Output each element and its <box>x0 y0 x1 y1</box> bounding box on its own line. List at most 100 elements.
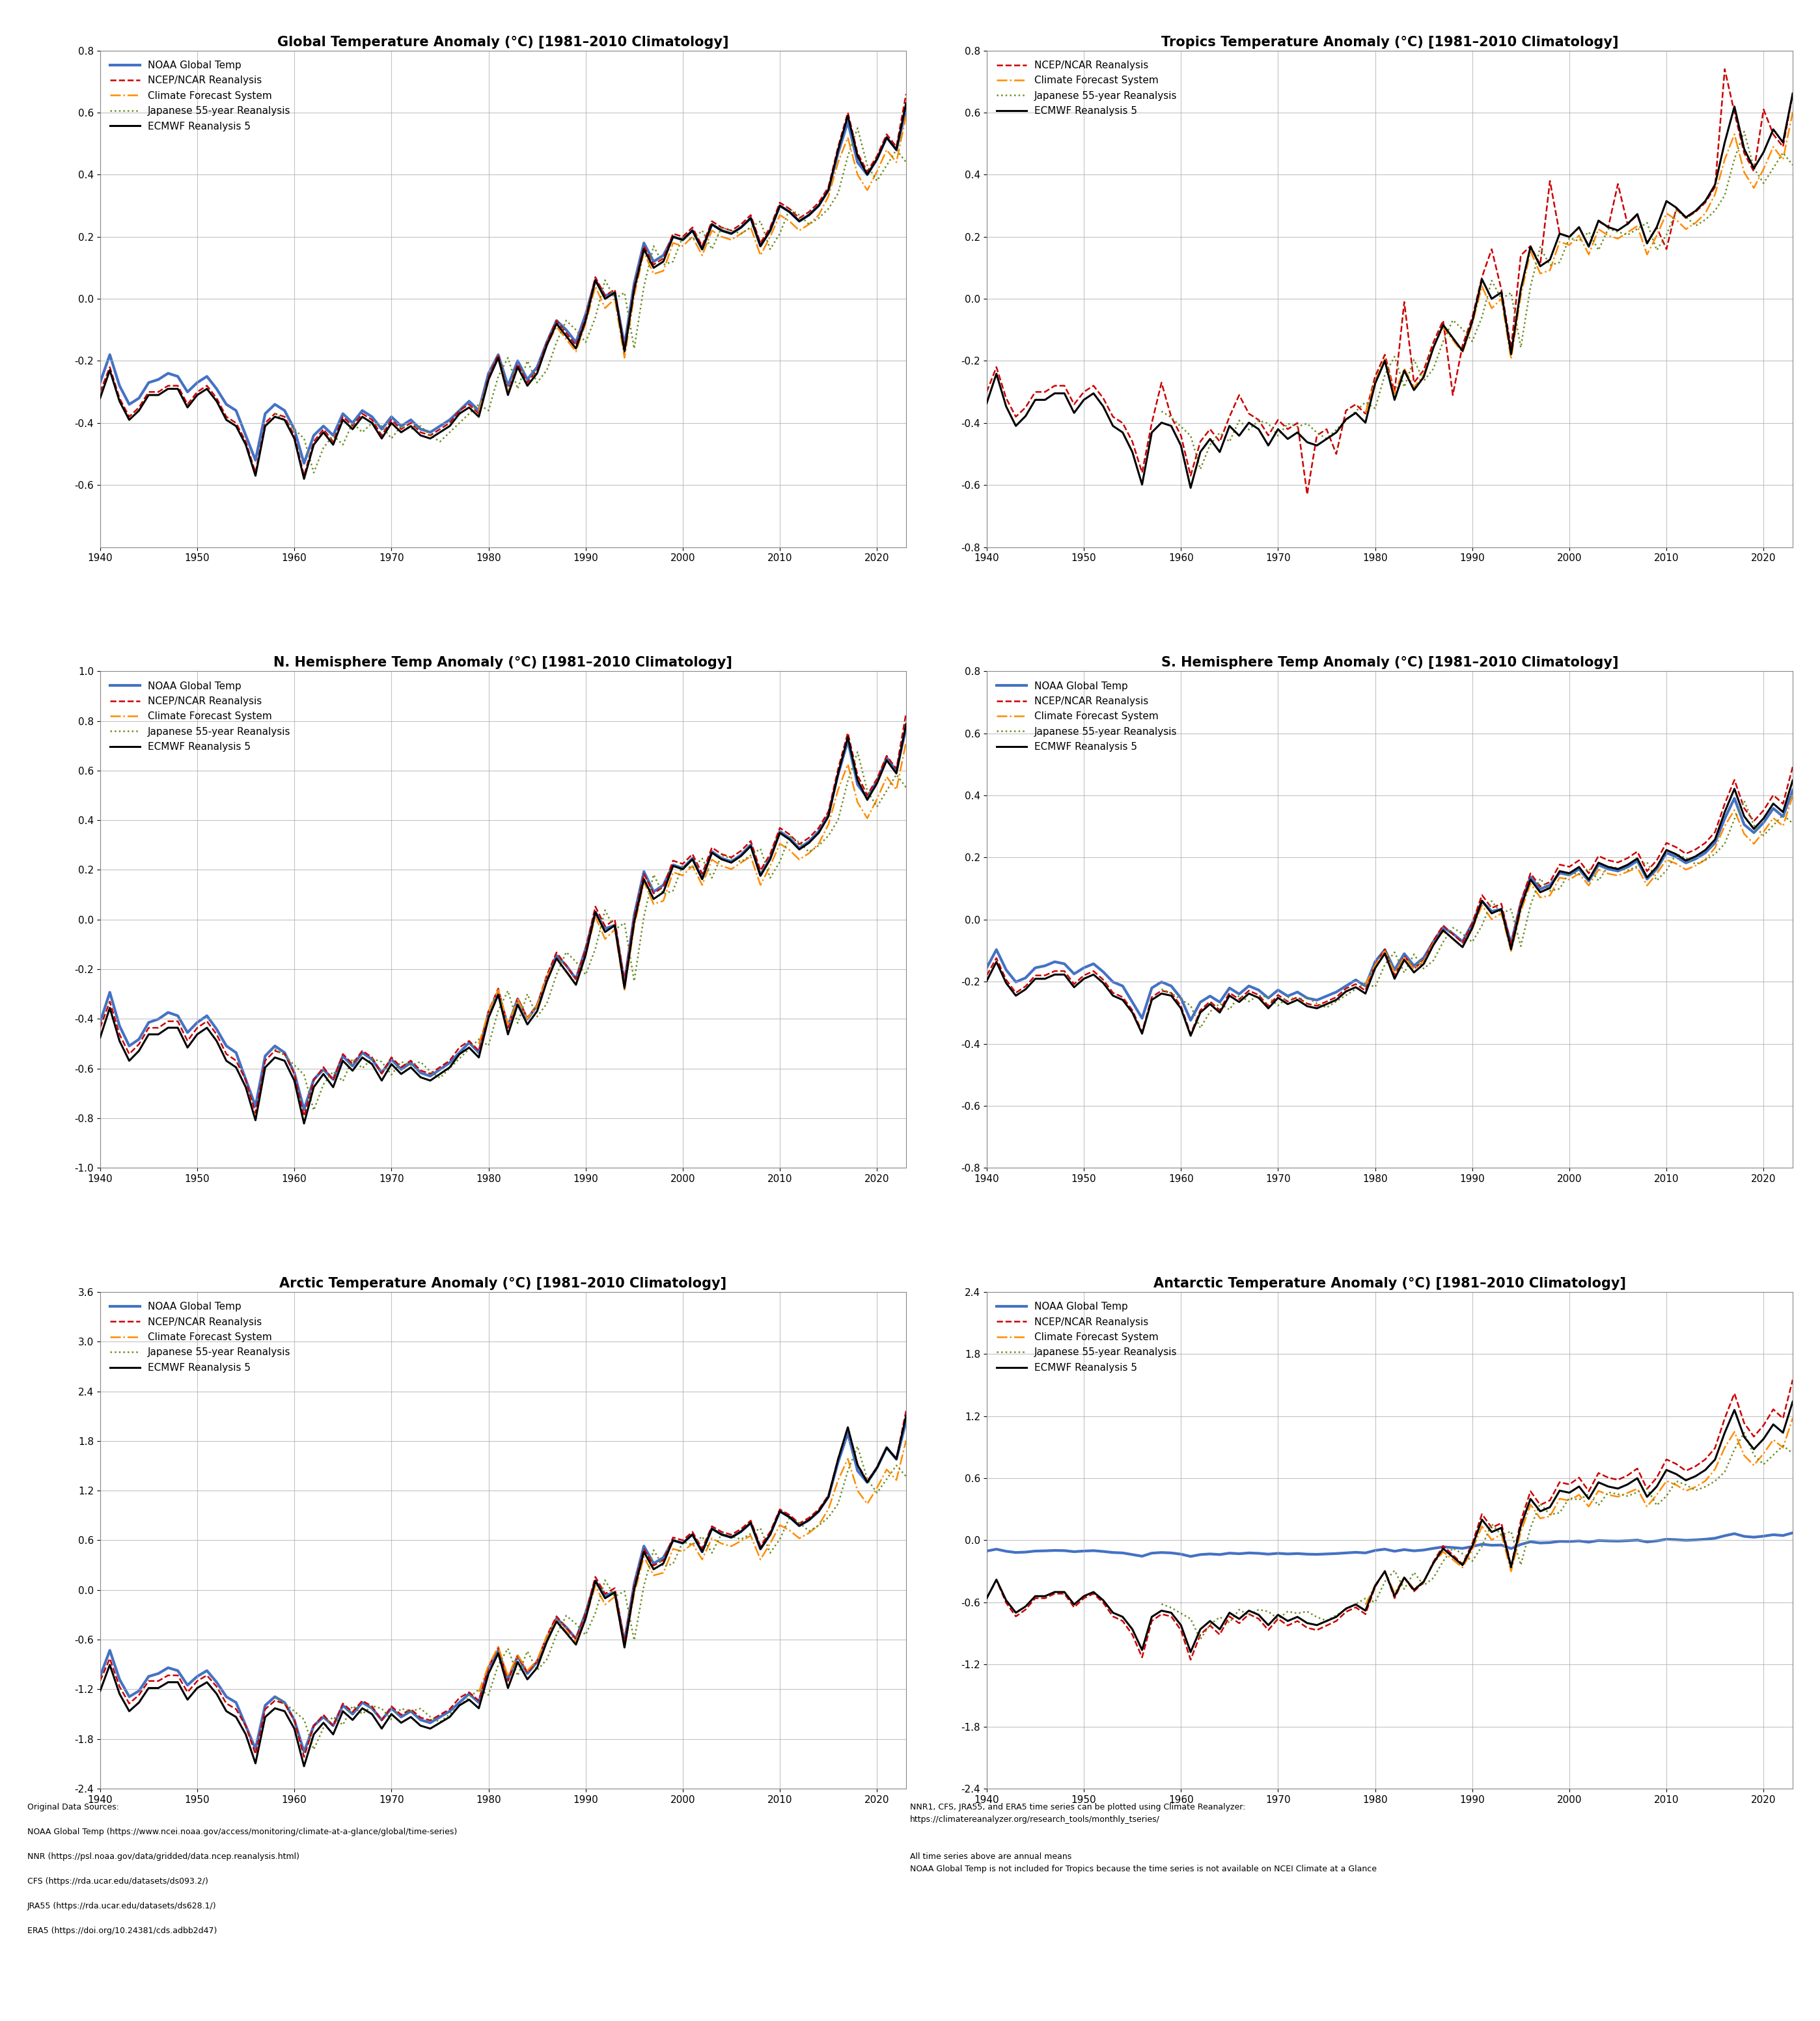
NCEP/NCAR Reanalysis <box>1345 972 1367 996</box>
Japanese 55-year Reanalysis <box>1441 1536 1463 1560</box>
Climate Forecast System <box>1656 847 1678 871</box>
Climate Forecast System <box>1481 907 1503 932</box>
NOAA Global Temp <box>750 1536 772 1560</box>
ECMWF Reanalysis 5 <box>750 1536 772 1560</box>
NOAA Global Temp <box>293 451 315 475</box>
ECMWF Reanalysis 5 <box>985 950 1006 974</box>
Climate Forecast System <box>828 1467 850 1491</box>
NOAA Global Temp <box>1383 958 1405 982</box>
ECMWF Reanalysis 5 <box>895 1405 917 1429</box>
Japanese 55-year Reanalysis <box>895 150 917 174</box>
Climate Forecast System <box>1354 400 1376 424</box>
NCEP/NCAR Reanalysis <box>98 1647 120 1671</box>
Climate Forecast System <box>1461 1538 1483 1562</box>
Climate Forecast System <box>701 847 723 871</box>
Climate Forecast System <box>866 786 888 810</box>
Climate Forecast System <box>1511 1520 1532 1544</box>
ECMWF Reanalysis 5 <box>1345 400 1367 424</box>
NCEP/NCAR Reanalysis <box>1383 964 1405 988</box>
Japanese 55-year Reanalysis <box>1782 1441 1804 1465</box>
Climate Forecast System <box>506 356 528 380</box>
Line: ECMWF Reanalysis 5: ECMWF Reanalysis 5 <box>986 780 1793 1035</box>
Climate Forecast System <box>477 368 499 392</box>
Climate Forecast System <box>1714 1435 1736 1459</box>
NCEP/NCAR Reanalysis <box>138 1017 160 1041</box>
Climate Forecast System <box>692 1548 713 1572</box>
Climate Forecast System <box>1365 952 1387 976</box>
NOAA Global Temp <box>976 956 997 980</box>
Japanese 55-year Reanalysis <box>1150 1593 1172 1617</box>
NCEP/NCAR Reanalysis <box>98 990 120 1015</box>
Climate Forecast System <box>1773 148 1795 172</box>
NOAA Global Temp <box>293 1097 315 1122</box>
Climate Forecast System <box>1753 821 1774 845</box>
Climate Forecast System <box>1598 861 1620 885</box>
Climate Forecast System <box>857 1491 879 1516</box>
Climate Forecast System <box>1520 1491 1542 1516</box>
Climate Forecast System <box>1412 362 1434 386</box>
Climate Forecast System <box>1694 847 1716 871</box>
Japanese 55-year Reanalysis <box>546 329 568 354</box>
Climate Forecast System <box>1578 243 1600 267</box>
Japanese 55-year Reanalysis <box>768 849 790 873</box>
Climate Forecast System <box>1762 1427 1784 1451</box>
Climate Forecast System <box>837 752 859 776</box>
Climate Forecast System <box>555 958 577 982</box>
ECMWF Reanalysis 5 <box>89 1025 111 1049</box>
ECMWF Reanalysis 5 <box>1025 1584 1046 1609</box>
ECMWF Reanalysis 5 <box>98 996 120 1021</box>
NOAA Global Temp <box>750 234 772 259</box>
NOAA Global Temp <box>459 1031 480 1055</box>
Line: NOAA Global Temp: NOAA Global Temp <box>100 728 906 1110</box>
NOAA Global Temp <box>976 1538 997 1562</box>
Climate Forecast System <box>497 380 519 404</box>
Climate Forecast System <box>593 928 615 952</box>
Climate Forecast System <box>701 1526 723 1550</box>
Japanese 55-year Reanalysis <box>1441 307 1463 331</box>
ECMWF Reanalysis 5 <box>1179 475 1201 499</box>
ECMWF Reanalysis 5 <box>750 863 772 887</box>
ECMWF Reanalysis 5 <box>976 968 997 992</box>
ECMWF Reanalysis 5 <box>750 234 772 259</box>
Climate Forecast System <box>768 1514 790 1538</box>
ECMWF Reanalysis 5 <box>976 390 997 414</box>
NOAA Global Temp <box>89 1010 111 1035</box>
Legend: NOAA Global Temp, NCEP/NCAR Reanalysis, Climate Forecast System, Japanese 55-yea: NOAA Global Temp, NCEP/NCAR Reanalysis, … <box>992 677 1183 758</box>
Climate Forecast System <box>1471 893 1492 918</box>
Climate Forecast System <box>857 178 879 202</box>
Climate Forecast System <box>1500 1560 1522 1584</box>
Japanese 55-year Reanalysis <box>846 115 868 139</box>
NCEP/NCAR Reanalysis <box>976 1586 997 1611</box>
NOAA Global Temp <box>1598 857 1620 881</box>
Climate Forecast System <box>681 224 703 249</box>
NOAA Global Temp <box>895 97 917 121</box>
Climate Forecast System <box>1412 1568 1434 1593</box>
ECMWF Reanalysis 5 <box>459 1688 480 1712</box>
NCEP/NCAR Reanalysis <box>895 701 917 726</box>
ECMWF Reanalysis 5 <box>1782 1390 1804 1415</box>
Climate Forecast System <box>1520 871 1542 895</box>
Climate Forecast System <box>1403 956 1425 980</box>
Climate Forecast System <box>866 160 888 184</box>
Climate Forecast System <box>1694 1469 1716 1494</box>
Japanese 55-year Reanalysis <box>430 1065 451 1089</box>
Climate Forecast System <box>662 861 684 885</box>
ECMWF Reanalysis 5 <box>98 1653 120 1677</box>
NOAA Global Temp <box>89 370 111 394</box>
Climate Forecast System <box>613 1635 635 1659</box>
Climate Forecast System <box>721 857 743 881</box>
Climate Forecast System <box>1383 960 1405 984</box>
Japanese 55-year Reanalysis <box>264 1686 286 1710</box>
ECMWF Reanalysis 5 <box>1782 768 1804 792</box>
Climate Forecast System <box>1403 376 1425 400</box>
Climate Forecast System <box>662 1536 684 1560</box>
ECMWF Reanalysis 5 <box>138 1675 160 1700</box>
NOAA Global Temp <box>1782 1520 1804 1544</box>
Climate Forecast System <box>1645 861 1667 885</box>
NOAA Global Temp <box>1025 1538 1046 1562</box>
Climate Forecast System <box>477 1000 499 1025</box>
ECMWF Reanalysis 5 <box>459 1035 480 1059</box>
Climate Forecast System <box>808 202 830 226</box>
Climate Forecast System <box>1636 243 1658 267</box>
NCEP/NCAR Reanalysis <box>1598 849 1620 873</box>
